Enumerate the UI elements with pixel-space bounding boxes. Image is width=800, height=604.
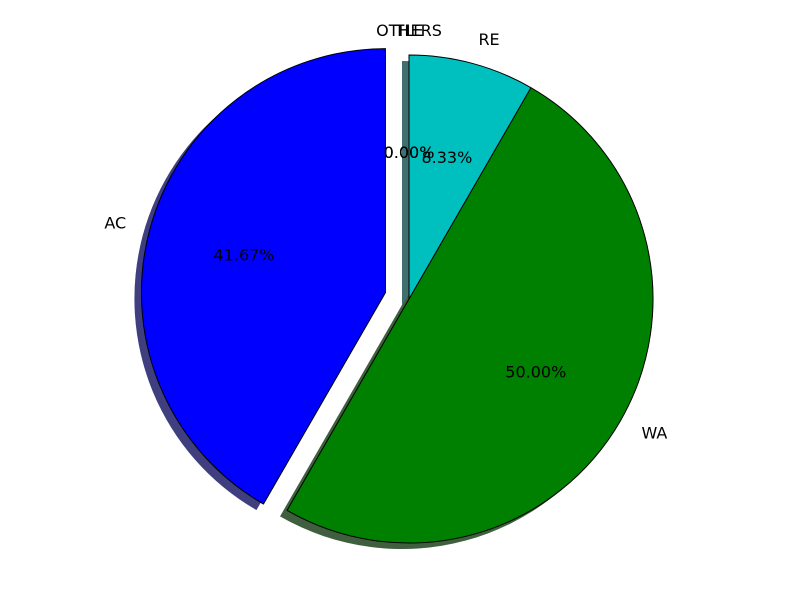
slice-percent-re: 8.33% (421, 148, 472, 167)
slice-re (408, 54, 532, 300)
slice-label-ac: AC (104, 214, 126, 233)
slice-label-wa: WA (641, 424, 667, 443)
slice-percent-wa: 50.00% (505, 363, 566, 382)
slice-label-re: RE (478, 30, 499, 49)
percent-label-layer: 41.67%50.00%8.33%0.00%0.00% (214, 143, 567, 382)
slice-percent-ac: 41.67% (214, 245, 275, 264)
slice-wa (286, 87, 654, 544)
slice-layer (140, 48, 654, 544)
slice-percent-others: 0.00% (384, 143, 435, 162)
slice-label-tle: TLE (394, 21, 424, 40)
slice-percent-tle: 0.00% (384, 143, 435, 162)
slice-label-others: OTHERS (376, 21, 442, 40)
slice-ac (140, 48, 386, 505)
